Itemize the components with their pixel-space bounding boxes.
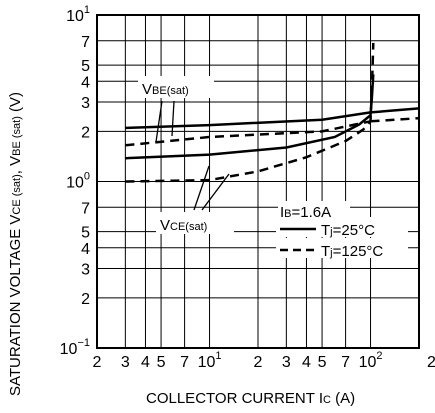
x-tick-4: 4 [141, 354, 150, 371]
legend-label-dashed: Tj=125°C [321, 243, 383, 260]
legend-item-bg [276, 238, 408, 258]
label-vce-sat-bg [156, 212, 234, 234]
y-tick-5: 5 [81, 58, 90, 75]
label-vbe-sat-text: VBE(sat) [142, 81, 189, 98]
x-tick-40: 4 [302, 354, 311, 371]
legend-label-solid: Tj=25°C [321, 222, 375, 239]
label-vce-sat: VCE(sat) [156, 212, 234, 234]
y-tick-0.4: 4 [81, 241, 90, 258]
y-tick-0.5: 5 [81, 225, 90, 242]
plot-frame [96, 14, 420, 349]
x-tick-5: 5 [157, 354, 166, 371]
x-tick-labels: 2 3 4 5 7 101 2 3 4 5 7 102 2 [93, 350, 435, 371]
y-tick-0.2: 2 [81, 291, 90, 308]
x-tick-50: 5 [318, 354, 327, 371]
y-axis-label-text: SATURATION VOLTAGE VCE (sat), VBE (sat) … [7, 92, 24, 396]
y-tick-0.7: 7 [81, 200, 90, 217]
series-vcesat-dashed [125, 42, 375, 183]
series-vbe-solid-extension [370, 107, 420, 114]
y-tick-2: 2 [81, 124, 90, 141]
vbe-leader-solid [155, 100, 163, 143]
vbe-leader-dashed [171, 100, 175, 137]
series-vbe-dashed-extension [370, 116, 420, 123]
data-series [125, 42, 420, 183]
legend-condition-text: IB=1.6A [280, 204, 331, 221]
y-tick-3: 3 [81, 95, 90, 112]
label-vbe-sat-bg [138, 76, 214, 98]
vce-leader-solid [193, 165, 210, 211]
y-tick-4: 4 [81, 74, 90, 91]
legend-item-bg [276, 217, 408, 237]
y-tick-1: 100 [66, 171, 90, 192]
series-vbesat-solid [125, 111, 371, 130]
x-tick-70: 7 [341, 354, 350, 371]
label-vbe-sat: VBE(sat) [138, 76, 214, 98]
label-vce-sat-text: VCE(sat) [160, 217, 207, 234]
y-tick-10: 101 [66, 4, 90, 25]
y-tick-0.3: 3 [81, 262, 90, 279]
x-tick-2: 2 [93, 354, 102, 371]
series-vbesat-dashed [125, 120, 371, 147]
series-vcesat-solid [125, 74, 375, 160]
y-tick-0.1: 10−1 [60, 337, 90, 358]
vce-leader-dashed [201, 173, 230, 211]
legend-condition-bg [278, 201, 350, 221]
y-axis-label: SATURATION VOLTAGE VCE (sat), VBE (sat) … [7, 92, 24, 396]
x-tick-10: 101 [198, 350, 222, 371]
legend-item-dashed: Tj=125°C [276, 238, 408, 260]
x-tick-200: 2 [427, 354, 435, 371]
x-axis-label: COLLECTOR CURRENT IC (A) [146, 390, 355, 407]
legend-item-solid: Tj=25°C [276, 217, 408, 239]
y-tick-7: 7 [81, 34, 90, 51]
curve-callouts: VBE(sat) VCE(sat) [138, 76, 234, 234]
x-tick-3: 3 [121, 354, 130, 371]
axis-labels: COLLECTOR CURRENT IC (A) SATURATION VOLTA… [7, 92, 355, 407]
x-tick-30: 3 [282, 354, 291, 371]
x-tick-100: 102 [359, 350, 383, 371]
x-tick-20: 2 [254, 354, 263, 371]
x-tick-7: 7 [180, 354, 189, 371]
legend-condition: IB=1.6A [278, 201, 350, 221]
